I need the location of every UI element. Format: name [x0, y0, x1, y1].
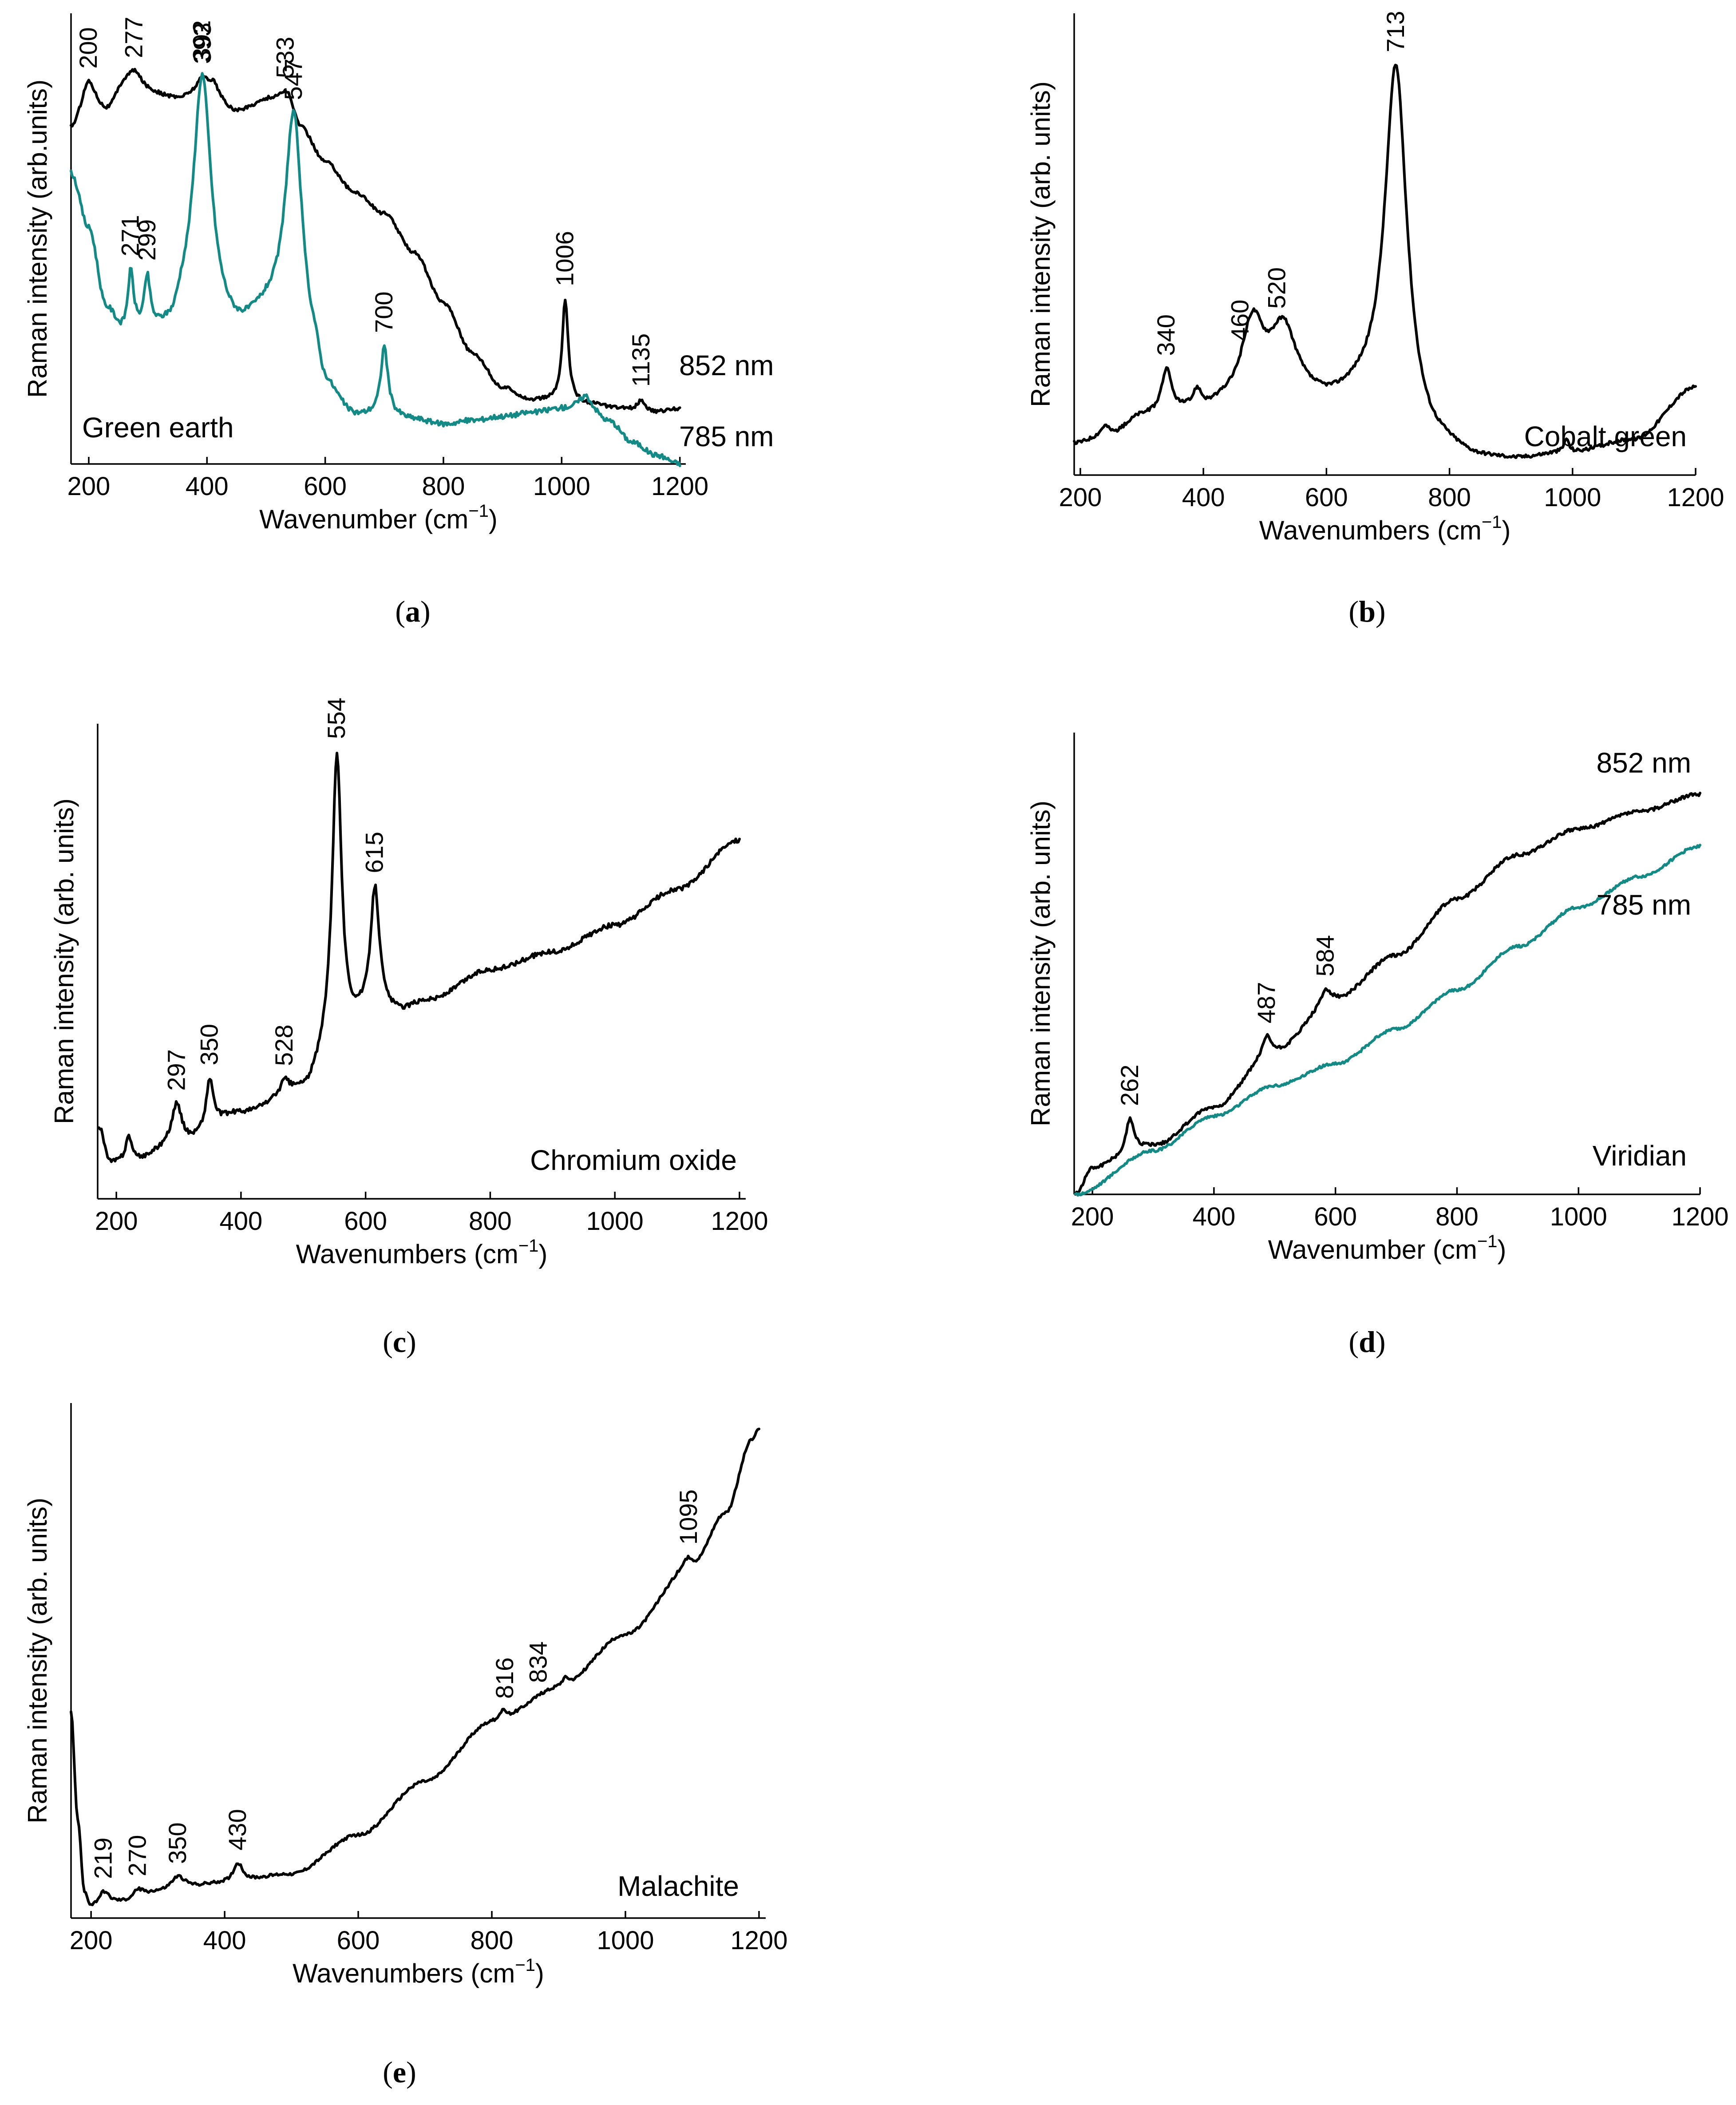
x-tick-label: 400 — [219, 1207, 262, 1236]
peak-label: 700 — [370, 291, 398, 333]
peak-label: 533 — [271, 37, 299, 78]
peak-label: 554 — [322, 698, 350, 739]
x-tick-label: 800 — [1435, 1202, 1479, 1231]
x-tick-label: 200 — [70, 1926, 113, 1955]
x-tick-label: 1200 — [651, 472, 708, 501]
series-label: 852 nm — [679, 349, 774, 381]
x-tick-label: 200 — [95, 1207, 138, 1236]
peak-label: 350 — [195, 1024, 223, 1065]
x-tick-label: 1200 — [1671, 1202, 1728, 1231]
x-tick-label: 600 — [1314, 1202, 1357, 1231]
x-tick-label: 200 — [1071, 1202, 1114, 1231]
series-line-785-nm — [1074, 844, 1701, 1197]
y-axis-label: Raman intensity (arb. units) — [49, 798, 79, 1124]
x-tick-label: 1000 — [1544, 483, 1601, 512]
panel-d: 200 400 600 800 1000 1200 Wavenumber (cm−1) Ram… — [1026, 733, 1729, 1359]
x-axis-label: Wavenumber (cm−1) — [1268, 1232, 1507, 1265]
peak-label: 299 — [133, 219, 161, 261]
peak-label: 1006 — [550, 231, 578, 286]
panel-c: 200 400 600 800 1000 1200 Wavenumbers (cm−1) Ra… — [49, 698, 768, 1359]
peak-label: 350 — [163, 1823, 191, 1864]
peak-label: 584 — [1311, 935, 1339, 976]
peak-label: 816 — [490, 1657, 518, 1699]
x-tick-label: 600 — [337, 1926, 380, 1955]
x-tick-label: 200 — [1059, 483, 1102, 512]
y-axis-label: Raman intensity (arb.units) — [23, 79, 52, 398]
panel-e: 200 400 600 800 1000 1200 Wavenumbers (cm−1) Ra… — [23, 1403, 787, 2089]
x-tick-label: 1000 — [533, 472, 590, 501]
x-tick-label: 1200 — [730, 1926, 787, 1955]
peak-label: 713 — [1381, 11, 1409, 52]
panel-b: 200 400 600 800 1000 1200 Wavenumbers (cm−1) Ra… — [1026, 11, 1724, 628]
peak-label: 277 — [119, 17, 147, 58]
peak-label: 392 — [188, 20, 216, 62]
x-axis-label: Wavenumbers (cm−1) — [296, 1236, 548, 1269]
series-line-cobalt-green — [1073, 63, 1697, 459]
sample-label: Chromium oxide — [530, 1144, 737, 1176]
x-tick-label: 600 — [344, 1207, 387, 1236]
x-tick-label: 800 — [1428, 483, 1471, 512]
sample-label: Viridian — [1593, 1140, 1687, 1172]
series-label: 785 nm — [1597, 889, 1691, 921]
panel-caption: (c) — [383, 1325, 416, 1359]
x-axis-label: Wavenumbers (cm−1) — [293, 1955, 544, 1988]
x-tick-label: 1000 — [597, 1926, 654, 1955]
peak-label: 270 — [123, 1835, 151, 1876]
panel-caption: (d) — [1348, 1325, 1385, 1359]
peak-label: 262 — [1115, 1065, 1143, 1106]
sample-label: Malachite — [617, 1870, 739, 1902]
peak-label: 547 — [279, 59, 307, 100]
peak-label: 520 — [1262, 267, 1290, 309]
y-axis-label: Raman intensity (arb. units) — [23, 1498, 52, 1824]
peak-label: 1135 — [627, 333, 655, 387]
x-tick-label: 400 — [186, 472, 229, 501]
x-tick-label: 400 — [1182, 483, 1225, 512]
peak-label: 271 — [116, 215, 144, 256]
series-label: 785 nm — [679, 420, 774, 452]
peak-label: 487 — [1252, 982, 1280, 1023]
peak-label: 834 — [524, 1641, 552, 1683]
x-tick-label: 800 — [471, 1926, 514, 1955]
panel-caption: (b) — [1348, 595, 1385, 628]
sample-label: Cobalt green — [1524, 420, 1687, 452]
peak-label: 460 — [1226, 300, 1254, 341]
x-tick-label: 1200 — [711, 1207, 768, 1236]
x-tick-label: 800 — [422, 472, 465, 501]
peak-label: 393 — [188, 23, 216, 64]
peak-label: 615 — [360, 832, 388, 873]
x-tick-label: 400 — [1192, 1202, 1235, 1231]
x-tick-label: 1000 — [1550, 1202, 1607, 1231]
series-label: 852 nm — [1597, 747, 1691, 779]
peak-label: 430 — [223, 1809, 251, 1850]
peak-label: 297 — [162, 1049, 190, 1090]
x-tick-label: 800 — [469, 1207, 512, 1236]
series-line-malachite — [70, 1427, 760, 1907]
panel-caption: (a) — [395, 595, 430, 628]
x-tick-label: 400 — [203, 1926, 246, 1955]
peak-label: 219 — [89, 1838, 117, 1879]
panel-a: 200 400 600 800 1000 1200 Wavenumber (cm−1) Ram… — [23, 13, 774, 628]
y-axis-label: Raman intensity (arb. units) — [1026, 81, 1056, 407]
x-tick-label: 200 — [67, 472, 111, 501]
series-line-852-nm — [1074, 792, 1701, 1196]
x-axis-label: Wavenumbers (cm−1) — [1259, 512, 1511, 545]
x-tick-label: 1200 — [1667, 483, 1724, 512]
panel-caption: (e) — [383, 2055, 416, 2089]
peak-label: 200 — [74, 27, 102, 68]
peak-label: 340 — [1152, 314, 1180, 356]
x-tick-label: 600 — [304, 472, 347, 501]
series-line-852-nm — [70, 67, 681, 414]
sample-label: Green earth — [82, 412, 234, 444]
x-tick-label: 1000 — [586, 1207, 644, 1236]
series-line-chromium-oxide — [97, 752, 741, 1163]
peak-label: 1095 — [674, 1489, 702, 1545]
y-axis-label: Raman intensity (arb. units) — [1026, 801, 1056, 1126]
x-tick-label: 600 — [1305, 483, 1348, 512]
x-axis-label: Wavenumber (cm−1) — [259, 501, 498, 534]
series-line-785-nm — [70, 72, 681, 468]
peak-label: 528 — [270, 1024, 298, 1066]
